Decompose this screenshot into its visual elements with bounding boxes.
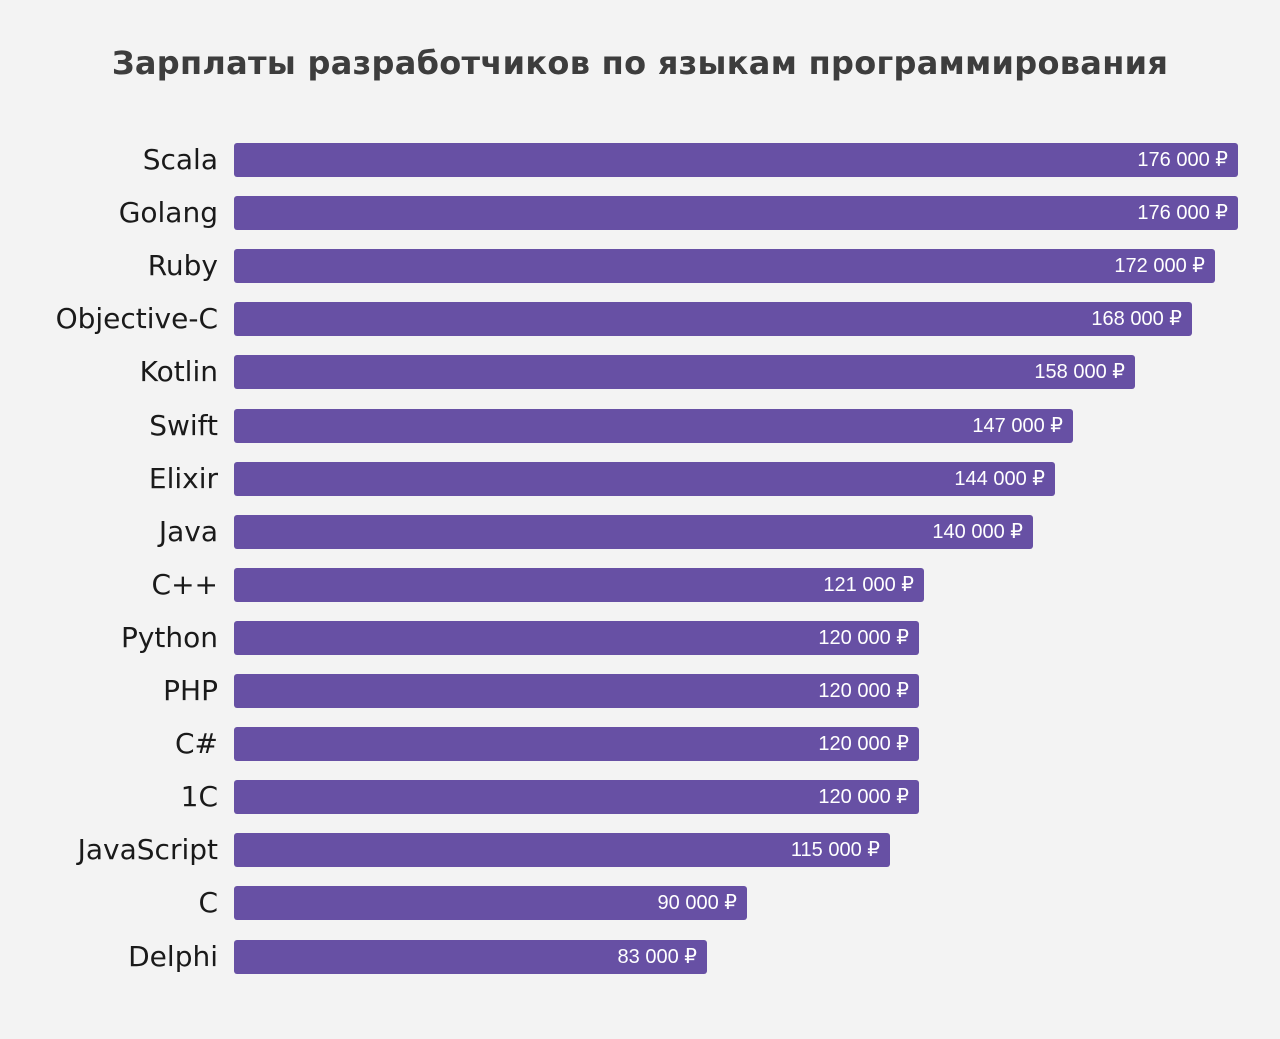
bar [234, 780, 919, 814]
value-label: 120 000 ₽ [818, 680, 909, 702]
category-label: Scala [142, 143, 218, 176]
category-label: 1C [180, 780, 218, 813]
category-label: JavaScript [77, 833, 218, 866]
category-label: Elixir [148, 462, 218, 495]
value-label: 147 000 ₽ [972, 415, 1063, 437]
value-label: 144 000 ₽ [954, 468, 1045, 490]
category-label: Python [120, 621, 218, 654]
category-label: Delphi [128, 940, 218, 973]
category-label: Golang [118, 196, 218, 229]
value-label: 120 000 ₽ [818, 733, 909, 755]
category-label: Objective-C [55, 302, 218, 335]
value-label: 90 000 ₽ [657, 892, 737, 914]
value-label: 140 000 ₽ [932, 521, 1023, 543]
value-label: 158 000 ₽ [1034, 361, 1125, 383]
bar [234, 249, 1215, 283]
bar [234, 196, 1238, 230]
value-label: 83 000 ₽ [617, 946, 697, 968]
value-label: 121 000 ₽ [823, 574, 914, 596]
value-label: 176 000 ₽ [1137, 202, 1228, 224]
bar [234, 302, 1192, 336]
value-label: 120 000 ₽ [818, 627, 909, 649]
value-label: 120 000 ₽ [818, 786, 909, 808]
category-label: Swift [149, 409, 218, 442]
bar [234, 462, 1055, 496]
bar [234, 674, 919, 708]
category-label: C++ [151, 568, 218, 601]
bar [234, 940, 707, 974]
category-label: Ruby [147, 249, 218, 282]
bar [234, 355, 1135, 389]
bar [234, 833, 890, 867]
category-label: C [198, 886, 218, 919]
category-label: Kotlin [139, 355, 218, 388]
bar [234, 515, 1033, 549]
bar [234, 621, 919, 655]
value-label: 115 000 ₽ [790, 839, 880, 861]
bar [234, 886, 747, 920]
bar [234, 143, 1238, 177]
chart-title: Зарплаты разработчиков по языкам програм… [111, 44, 1169, 82]
value-label: 172 000 ₽ [1114, 255, 1205, 277]
value-label: 176 000 ₽ [1137, 149, 1228, 171]
value-label: 168 000 ₽ [1091, 308, 1182, 330]
bar [234, 727, 919, 761]
bar [234, 409, 1073, 443]
category-label: C# [174, 727, 218, 760]
bar [234, 568, 924, 602]
category-label: Java [158, 515, 218, 548]
category-label: PHP [163, 674, 218, 707]
